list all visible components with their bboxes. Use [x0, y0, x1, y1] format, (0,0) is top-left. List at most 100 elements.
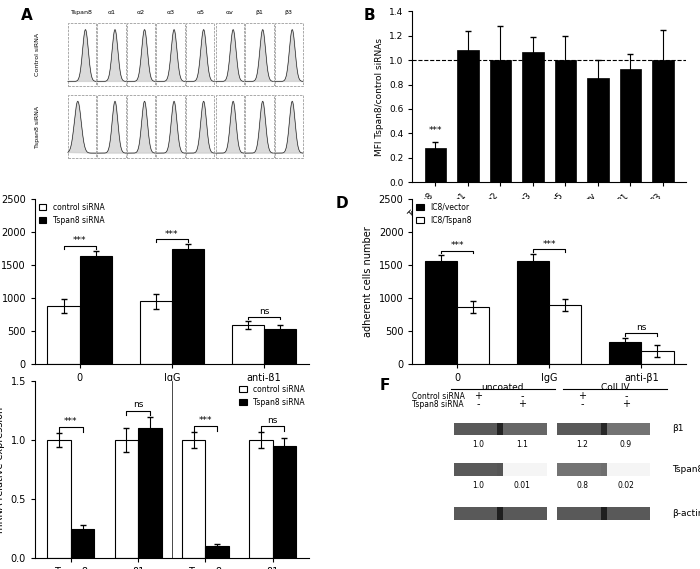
Text: ns: ns	[259, 307, 269, 316]
Bar	[587, 79, 608, 182]
Bar	[517, 261, 550, 364]
Text: 1.1: 1.1	[516, 440, 528, 450]
Polygon shape	[156, 30, 185, 81]
Bar	[216, 23, 244, 86]
Legend: control siRNA, Tspan8 siRNA: control siRNA, Tspan8 siRNA	[38, 203, 104, 225]
Text: F: F	[379, 378, 390, 393]
Text: β3: β3	[285, 10, 293, 15]
Bar	[127, 95, 155, 158]
Bar	[620, 69, 641, 182]
Text: ***: ***	[64, 417, 78, 426]
Text: -: -	[580, 399, 584, 409]
Bar	[139, 302, 172, 364]
Text: D: D	[336, 196, 349, 211]
Text: B: B	[363, 8, 375, 23]
Polygon shape	[274, 101, 303, 153]
Text: α2: α2	[137, 10, 145, 15]
Text: -: -	[520, 391, 524, 401]
Bar	[425, 261, 457, 364]
Bar	[80, 256, 112, 364]
Polygon shape	[156, 101, 185, 153]
Bar	[274, 23, 303, 86]
Polygon shape	[216, 101, 244, 153]
Text: β1: β1	[672, 424, 684, 434]
Text: ***: ***	[199, 416, 212, 424]
Y-axis label: adherent cells number: adherent cells number	[363, 226, 373, 337]
Text: -: -	[477, 399, 480, 409]
Bar	[497, 423, 547, 435]
Bar	[454, 423, 503, 435]
Text: Tspan8: Tspan8	[672, 465, 700, 474]
Polygon shape	[186, 30, 214, 81]
Bar	[205, 546, 229, 558]
Text: 1.2: 1.2	[576, 440, 588, 450]
Bar	[454, 463, 503, 476]
Bar	[457, 51, 479, 182]
Text: Tspan8 siRNA: Tspan8 siRNA	[35, 105, 40, 148]
Text: Control siRNA: Control siRNA	[412, 391, 466, 401]
Bar	[497, 463, 547, 476]
Text: α1: α1	[108, 10, 116, 15]
Text: ns: ns	[636, 324, 647, 332]
Text: 0.9: 0.9	[620, 440, 632, 450]
Text: 0.02: 0.02	[617, 481, 634, 490]
Text: 1.0: 1.0	[472, 481, 484, 490]
Bar	[274, 95, 303, 158]
Polygon shape	[216, 30, 244, 81]
Legend: control siRNA, Tspan8 siRNA: control siRNA, Tspan8 siRNA	[239, 385, 304, 407]
Text: Tspan8 siRNA: Tspan8 siRNA	[412, 399, 464, 409]
Text: α3: α3	[167, 10, 175, 15]
Bar	[497, 508, 547, 519]
Bar	[156, 95, 185, 158]
Text: β-actin: β-actin	[672, 509, 700, 518]
Bar	[601, 423, 650, 435]
Bar	[522, 52, 543, 182]
Bar	[127, 23, 155, 86]
Text: +: +	[474, 391, 482, 401]
Bar	[115, 440, 138, 558]
Bar	[232, 325, 264, 364]
Text: Coll IV: Coll IV	[601, 383, 629, 392]
Bar	[555, 60, 576, 182]
Text: αv: αv	[226, 10, 234, 15]
Text: ns: ns	[267, 416, 278, 424]
Polygon shape	[68, 101, 97, 153]
Text: ***: ***	[450, 241, 464, 250]
Bar	[156, 23, 185, 86]
Bar	[182, 440, 205, 558]
Polygon shape	[127, 101, 155, 153]
Bar	[550, 305, 582, 364]
Y-axis label: mRNA relative expression: mRNA relative expression	[0, 406, 5, 533]
Bar	[172, 249, 204, 364]
Bar	[216, 95, 244, 158]
Text: ***: ***	[165, 230, 178, 239]
Bar	[557, 423, 607, 435]
Text: ***: ***	[428, 126, 442, 134]
Text: β1: β1	[256, 10, 263, 15]
Bar	[454, 508, 503, 519]
Bar	[652, 60, 673, 182]
Bar	[97, 95, 126, 158]
Polygon shape	[274, 30, 303, 81]
Text: α5: α5	[196, 10, 204, 15]
Bar	[68, 23, 97, 86]
Text: -: -	[624, 391, 628, 401]
Text: +: +	[518, 399, 526, 409]
Bar	[557, 463, 607, 476]
Polygon shape	[245, 101, 274, 153]
Text: uncoated: uncoated	[482, 383, 524, 392]
Bar	[97, 23, 126, 86]
Polygon shape	[68, 30, 97, 81]
Bar	[245, 23, 274, 86]
Bar	[601, 508, 650, 519]
Polygon shape	[127, 30, 155, 81]
Text: +: +	[622, 399, 630, 409]
Bar	[457, 307, 489, 364]
Bar	[425, 148, 446, 182]
Text: A: A	[21, 8, 33, 23]
Bar	[186, 95, 214, 158]
Bar	[601, 463, 650, 476]
Bar	[186, 23, 214, 86]
Polygon shape	[97, 30, 126, 81]
Y-axis label: MFI Tspan8/control siRNAs: MFI Tspan8/control siRNAs	[374, 38, 384, 156]
